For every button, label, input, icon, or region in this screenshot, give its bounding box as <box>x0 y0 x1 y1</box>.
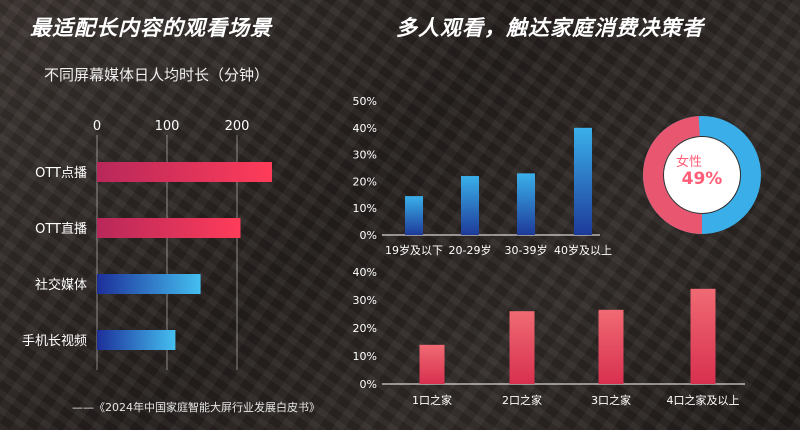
y-tick-label: 40% <box>353 122 377 135</box>
x-category-label: 30-39岁 <box>505 243 548 257</box>
y-tick-label: 10% <box>353 202 377 215</box>
x-category-label: 19岁及以下 <box>385 243 443 257</box>
hbar <box>97 330 176 350</box>
y-tick-label: 40% <box>353 266 377 279</box>
x-tick-label: 100 <box>155 119 180 134</box>
donut-svg <box>643 116 761 234</box>
vbar <box>419 344 445 384</box>
hbar <box>97 162 272 182</box>
y-tick-label: 20% <box>353 322 377 335</box>
x-tick-label: 200 <box>225 119 250 134</box>
gender-donut-chart: 女性占比 49% <box>640 113 764 237</box>
vbar <box>690 288 716 384</box>
x-category-label: 3口之家 <box>591 393 631 407</box>
vbar <box>461 176 479 235</box>
y-tick-label: 50% <box>353 95 377 108</box>
x-category-label: 40岁及以上 <box>554 243 612 257</box>
headline-left: 最适配长内容的观看场景 <box>30 16 272 40</box>
headline-right: 多人观看，触达家庭消费决策者 <box>396 16 704 40</box>
y-category-label: 社交媒体 <box>35 277 87 293</box>
source-citation: ——《2024年中国家庭智能大屏行业发展白皮书》 <box>72 401 320 414</box>
donut-center <box>664 137 740 213</box>
x-category-label: 4口之家及以上 <box>667 393 740 407</box>
donut-value: 49% <box>681 169 723 189</box>
x-category-label: 1口之家 <box>412 393 452 407</box>
x-category-label: 20-29岁 <box>449 243 492 257</box>
donut-label-a: 女性 <box>675 155 702 170</box>
hbar <box>97 218 241 238</box>
hbar-chart-title: 不同屏幕媒体日人均时长（分钟） <box>44 66 270 84</box>
y-category-label: 手机长视频 <box>22 334 87 349</box>
donut-label-b: 占比 <box>702 155 729 170</box>
y-tick-label: 0% <box>360 229 377 242</box>
vbar <box>517 173 535 235</box>
y-tick-label: 30% <box>353 149 377 162</box>
vbar <box>598 309 624 384</box>
vbar <box>405 196 423 235</box>
y-tick-label: 20% <box>353 175 377 188</box>
donut-label: 女性占比 <box>640 151 764 170</box>
vbar <box>574 127 592 235</box>
y-category-label: OTT点播 <box>35 166 87 181</box>
donut-slice-red <box>643 116 761 234</box>
hbar <box>97 274 201 294</box>
y-tick-label: 0% <box>360 378 377 391</box>
vbar <box>509 311 535 384</box>
x-category-label: 2口之家 <box>502 393 542 407</box>
y-tick-label: 10% <box>353 350 377 363</box>
x-tick-label: 0 <box>93 119 101 134</box>
y-tick-label: 30% <box>353 294 377 307</box>
y-category-label: OTT直播 <box>35 222 87 237</box>
